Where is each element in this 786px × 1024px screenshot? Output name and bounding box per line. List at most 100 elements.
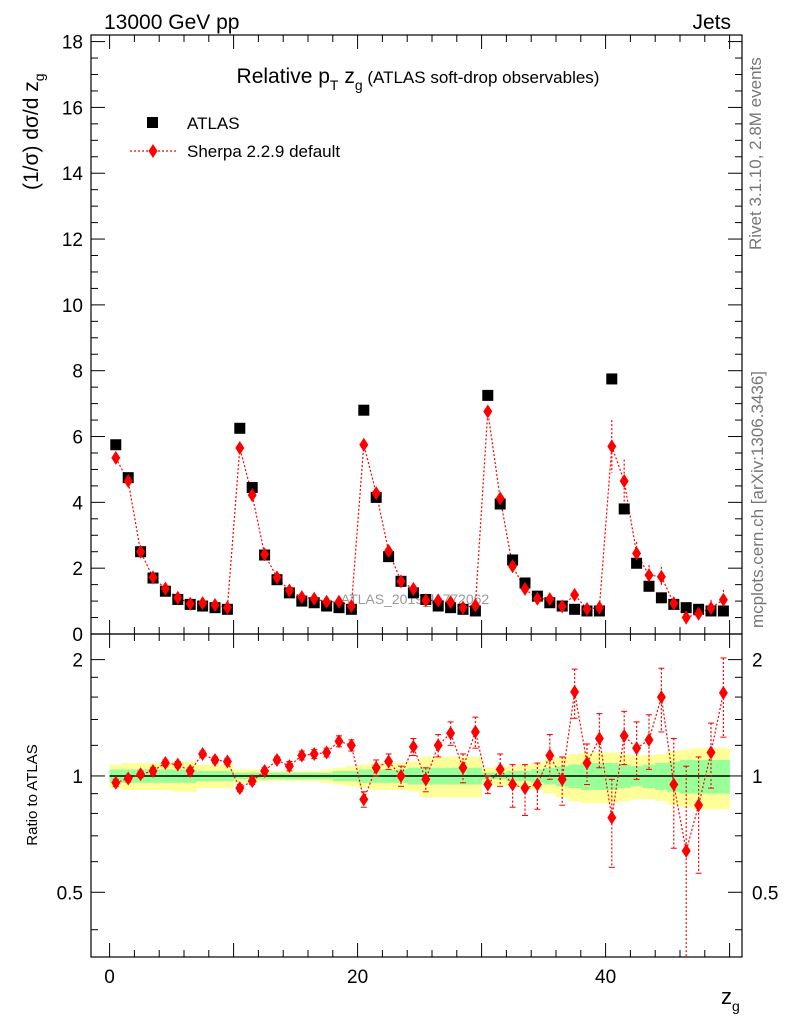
sherpa-point bbox=[136, 544, 146, 559]
ratio-point bbox=[582, 756, 592, 771]
ratio-point bbox=[222, 754, 232, 769]
sherpa-point bbox=[123, 473, 133, 488]
rivet-label: Rivet 3.1.10, 2.8M events bbox=[746, 57, 765, 250]
atlas-point bbox=[482, 389, 494, 401]
ratio-y-tick-label-right: 1 bbox=[752, 767, 763, 788]
sherpa-point bbox=[334, 594, 344, 609]
sherpa-point bbox=[607, 439, 617, 454]
atlas-point bbox=[358, 404, 370, 416]
main-y-tick-label: 6 bbox=[72, 428, 83, 449]
ratio-point bbox=[458, 760, 468, 775]
sherpa-point bbox=[433, 593, 443, 608]
sherpa-point bbox=[483, 404, 493, 419]
sherpa-point bbox=[470, 598, 480, 613]
sherpa-point bbox=[421, 593, 431, 608]
main-y-tick-label: 16 bbox=[62, 98, 83, 119]
ratio-point bbox=[632, 741, 642, 756]
legend: ATLAS Sherpa 2.2.9 default bbox=[130, 114, 340, 161]
ratio-panel: 0.5 0.51 12 20 20 40 Ratio to ATLAS zg bbox=[24, 633, 778, 1014]
ratio-point bbox=[136, 767, 146, 782]
ratio-y-label: Ratio to ATLAS bbox=[24, 744, 41, 845]
atlas-point bbox=[717, 605, 729, 617]
ratio-point bbox=[470, 724, 480, 739]
ratio-point bbox=[619, 728, 629, 743]
ratio-point bbox=[198, 746, 208, 761]
ratio-point bbox=[272, 752, 282, 767]
atlas-point bbox=[110, 439, 122, 451]
ratio-series bbox=[111, 657, 728, 957]
ratio-point bbox=[123, 771, 133, 786]
ratio-point bbox=[557, 772, 567, 787]
ratio-inner-band bbox=[692, 759, 706, 794]
ratio-point bbox=[148, 763, 158, 778]
ratio-point bbox=[210, 752, 220, 767]
ratio-point bbox=[594, 731, 604, 746]
ratio-y-tick-label: 1 bbox=[72, 767, 83, 788]
ratio-point bbox=[656, 690, 666, 705]
sherpa-point bbox=[222, 600, 232, 615]
ratio-point bbox=[433, 738, 443, 753]
atlas-point bbox=[643, 580, 655, 592]
atlas-point bbox=[569, 603, 581, 615]
sherpa-point bbox=[681, 610, 691, 625]
ratio-point bbox=[260, 763, 270, 778]
ratio-y-tick-label: 2 bbox=[72, 651, 83, 672]
sherpa-point bbox=[384, 544, 394, 559]
main-series bbox=[110, 373, 729, 625]
sherpa-point bbox=[260, 547, 270, 562]
sherpa-point bbox=[520, 581, 530, 596]
ratio-point bbox=[545, 748, 555, 763]
sherpa-point bbox=[309, 591, 319, 606]
ratio-y-tick-label-right: 2 bbox=[752, 651, 763, 672]
sherpa-point bbox=[235, 441, 245, 456]
atlas-point bbox=[246, 482, 258, 494]
atlas-point bbox=[655, 592, 667, 604]
ratio-point bbox=[173, 757, 183, 772]
sherpa-point bbox=[706, 600, 716, 615]
atlas-point bbox=[680, 602, 692, 614]
sherpa-point bbox=[669, 596, 679, 611]
legend-atlas-label: ATLAS bbox=[187, 114, 240, 133]
sherpa-point bbox=[508, 559, 518, 574]
main-y-tick-label: 18 bbox=[62, 33, 83, 54]
sherpa-point bbox=[545, 592, 555, 607]
x-axis-label: zg bbox=[721, 984, 740, 1014]
ratio-point bbox=[508, 777, 518, 792]
ratio-point bbox=[185, 763, 195, 778]
ratio-point bbox=[421, 772, 431, 787]
header-left-label: 13000 GeV pp bbox=[104, 11, 239, 34]
legend-sherpa-marker bbox=[148, 144, 158, 158]
sherpa-point bbox=[284, 583, 294, 598]
ratio-inner-band bbox=[680, 759, 693, 794]
ratio-point bbox=[334, 734, 344, 749]
ratio-inner-band bbox=[717, 759, 730, 794]
sherpa-point bbox=[111, 450, 121, 465]
header-right-label: Jets bbox=[692, 11, 731, 34]
ratio-point bbox=[284, 759, 294, 774]
x-tick-label: 0 bbox=[104, 967, 115, 988]
sherpa-point bbox=[198, 596, 208, 611]
mcplots-label: mcplots.cern.ch [arXiv:1306.3436] bbox=[748, 371, 767, 628]
sherpa-point bbox=[656, 569, 666, 584]
sherpa-line bbox=[115, 411, 724, 619]
sherpa-point bbox=[210, 598, 220, 613]
ratio-point bbox=[408, 739, 418, 754]
sherpa-point bbox=[557, 599, 567, 614]
ratio-point bbox=[570, 684, 580, 699]
atlas-point bbox=[606, 373, 618, 385]
ratio-point bbox=[446, 726, 456, 741]
legend-sherpa-label: Sherpa 2.2.9 default bbox=[187, 142, 340, 161]
ratio-point bbox=[309, 746, 319, 761]
sherpa-point bbox=[644, 568, 654, 583]
sherpa-point bbox=[160, 581, 170, 596]
x-tick-label: 20 bbox=[347, 967, 368, 988]
sherpa-point bbox=[148, 570, 158, 585]
sherpa-point bbox=[718, 592, 728, 607]
sherpa-point bbox=[359, 437, 369, 452]
ratio-point bbox=[694, 798, 704, 813]
ratio-y-tick-label: 0.5 bbox=[57, 883, 83, 904]
chart-title: Relative pT zg (ATLAS soft-drop observab… bbox=[237, 65, 600, 93]
main-y-tick-label: 8 bbox=[72, 362, 83, 383]
ratio-point bbox=[644, 732, 654, 747]
